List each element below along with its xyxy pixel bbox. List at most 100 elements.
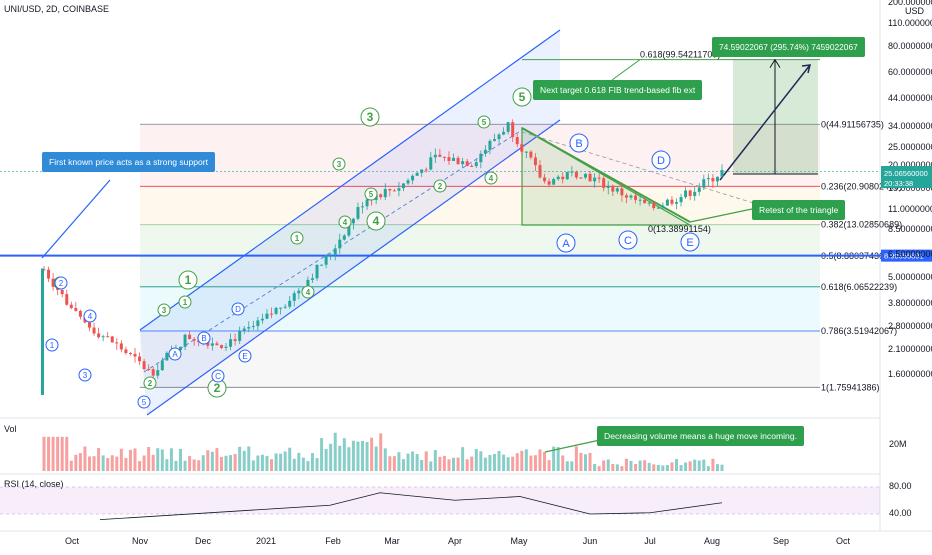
candle-body xyxy=(702,179,706,188)
volume-bar xyxy=(288,447,292,471)
wave-label-green-text: 4 xyxy=(343,218,348,227)
volume-bar xyxy=(492,453,496,471)
note-volume: Decreasing volume means a huge move inco… xyxy=(597,426,804,446)
candle-body xyxy=(106,336,110,338)
candle-body xyxy=(92,327,96,334)
candle-body xyxy=(506,122,510,132)
volume-bar xyxy=(456,457,460,471)
volume-bar xyxy=(374,446,378,471)
candle-body xyxy=(260,318,264,321)
volume-bar xyxy=(356,441,360,471)
volume-bar xyxy=(365,442,369,471)
volume-bar xyxy=(247,446,251,471)
candle-body xyxy=(502,131,506,135)
time-axis-tick: Aug xyxy=(704,536,720,546)
target-box-label: 74.59022067 (295.74%) 7459022067 xyxy=(712,37,865,57)
volume-bar xyxy=(183,460,187,471)
volume-bar xyxy=(115,456,119,471)
volume-bar xyxy=(638,460,642,471)
current-time-label: 20:33:38 xyxy=(884,179,913,188)
volume-bar xyxy=(511,456,515,471)
candle-body xyxy=(401,183,405,189)
volume-bar xyxy=(69,460,73,471)
volume-bar xyxy=(661,465,665,471)
volume-bar xyxy=(515,453,519,471)
wave-label-green xyxy=(433,179,447,193)
candle-body xyxy=(474,162,478,167)
volume-bar xyxy=(706,466,710,471)
candle-body xyxy=(47,269,51,279)
price-axis-currency: USD xyxy=(905,6,925,16)
volume-bar xyxy=(224,455,228,471)
volume-bar xyxy=(634,464,638,471)
volume-axis-tick: 20M xyxy=(889,439,907,449)
volume-bar xyxy=(165,459,169,471)
volume-bar xyxy=(688,461,692,471)
candle-body xyxy=(397,188,401,191)
candle-body xyxy=(479,153,483,163)
candle-body xyxy=(242,328,246,331)
wave-label-green xyxy=(360,107,380,127)
time-axis-tick: Sep xyxy=(773,536,789,546)
volume-bar xyxy=(274,453,278,471)
volume-bar xyxy=(715,464,719,471)
volume-bar xyxy=(479,451,483,471)
volume-bar xyxy=(438,456,442,471)
chart-header: UNI/USD, 2D, COINBASE xyxy=(4,4,110,14)
candle-body xyxy=(251,326,255,328)
candle-body xyxy=(347,223,351,236)
candle-body xyxy=(138,356,142,362)
wave-label-blue xyxy=(197,331,211,345)
wave-label-green-text: 2 xyxy=(148,379,153,388)
volume-bar xyxy=(78,453,82,471)
wave-label-green-text: 2 xyxy=(438,182,443,191)
candle-body xyxy=(624,195,628,198)
wave-label-blue xyxy=(78,368,92,382)
candle-body xyxy=(110,336,114,343)
volume-bar xyxy=(620,466,624,471)
candle-body xyxy=(333,248,337,255)
wave-label-blue-text: E xyxy=(242,352,247,361)
wave-label-blue-text: 1 xyxy=(50,341,55,350)
candle-body xyxy=(597,177,601,179)
volume-bar xyxy=(351,440,355,471)
candle-body xyxy=(442,156,446,158)
projection-arrowhead xyxy=(801,64,811,74)
candle-body xyxy=(697,187,701,192)
volume-bar xyxy=(529,455,533,471)
time-axis-tick: Mar xyxy=(384,536,400,546)
wave-label-blue xyxy=(238,349,252,363)
fib-level-label: 0.618(6.06522239) xyxy=(821,282,897,292)
volume-bar xyxy=(238,446,242,471)
volume-bar xyxy=(83,446,87,471)
time-axis-tick: Nov xyxy=(132,536,149,546)
candle-body xyxy=(674,202,678,204)
candle-body xyxy=(433,154,437,158)
volume-bar xyxy=(643,460,647,471)
wave-label-blue xyxy=(137,395,151,409)
candle-body xyxy=(274,307,278,314)
volume-bar xyxy=(201,455,205,471)
candle-body xyxy=(538,165,542,178)
time-axis-tick: Jun xyxy=(583,536,598,546)
candle-body xyxy=(543,177,547,182)
rsi-axis-tick: 40.00 xyxy=(889,508,912,518)
candle-body xyxy=(233,339,237,341)
wave-label-blue xyxy=(618,230,638,250)
volume-bar xyxy=(65,436,69,471)
volume-bar xyxy=(538,449,542,471)
wave-label-green xyxy=(290,231,304,245)
volume-bar xyxy=(74,454,78,471)
wave-label-blue-text: C xyxy=(624,235,632,247)
candle-body xyxy=(192,339,196,341)
volume-bar xyxy=(388,456,392,471)
time-axis-tick: Dec xyxy=(195,536,212,546)
candle-body xyxy=(88,322,92,328)
volume-bar xyxy=(465,459,469,471)
volume-bar xyxy=(133,448,137,471)
candle-body xyxy=(247,327,251,329)
wave-label-blue xyxy=(54,276,68,290)
wave-label-green xyxy=(477,115,491,129)
wave-label-blue-text: C xyxy=(215,372,221,381)
